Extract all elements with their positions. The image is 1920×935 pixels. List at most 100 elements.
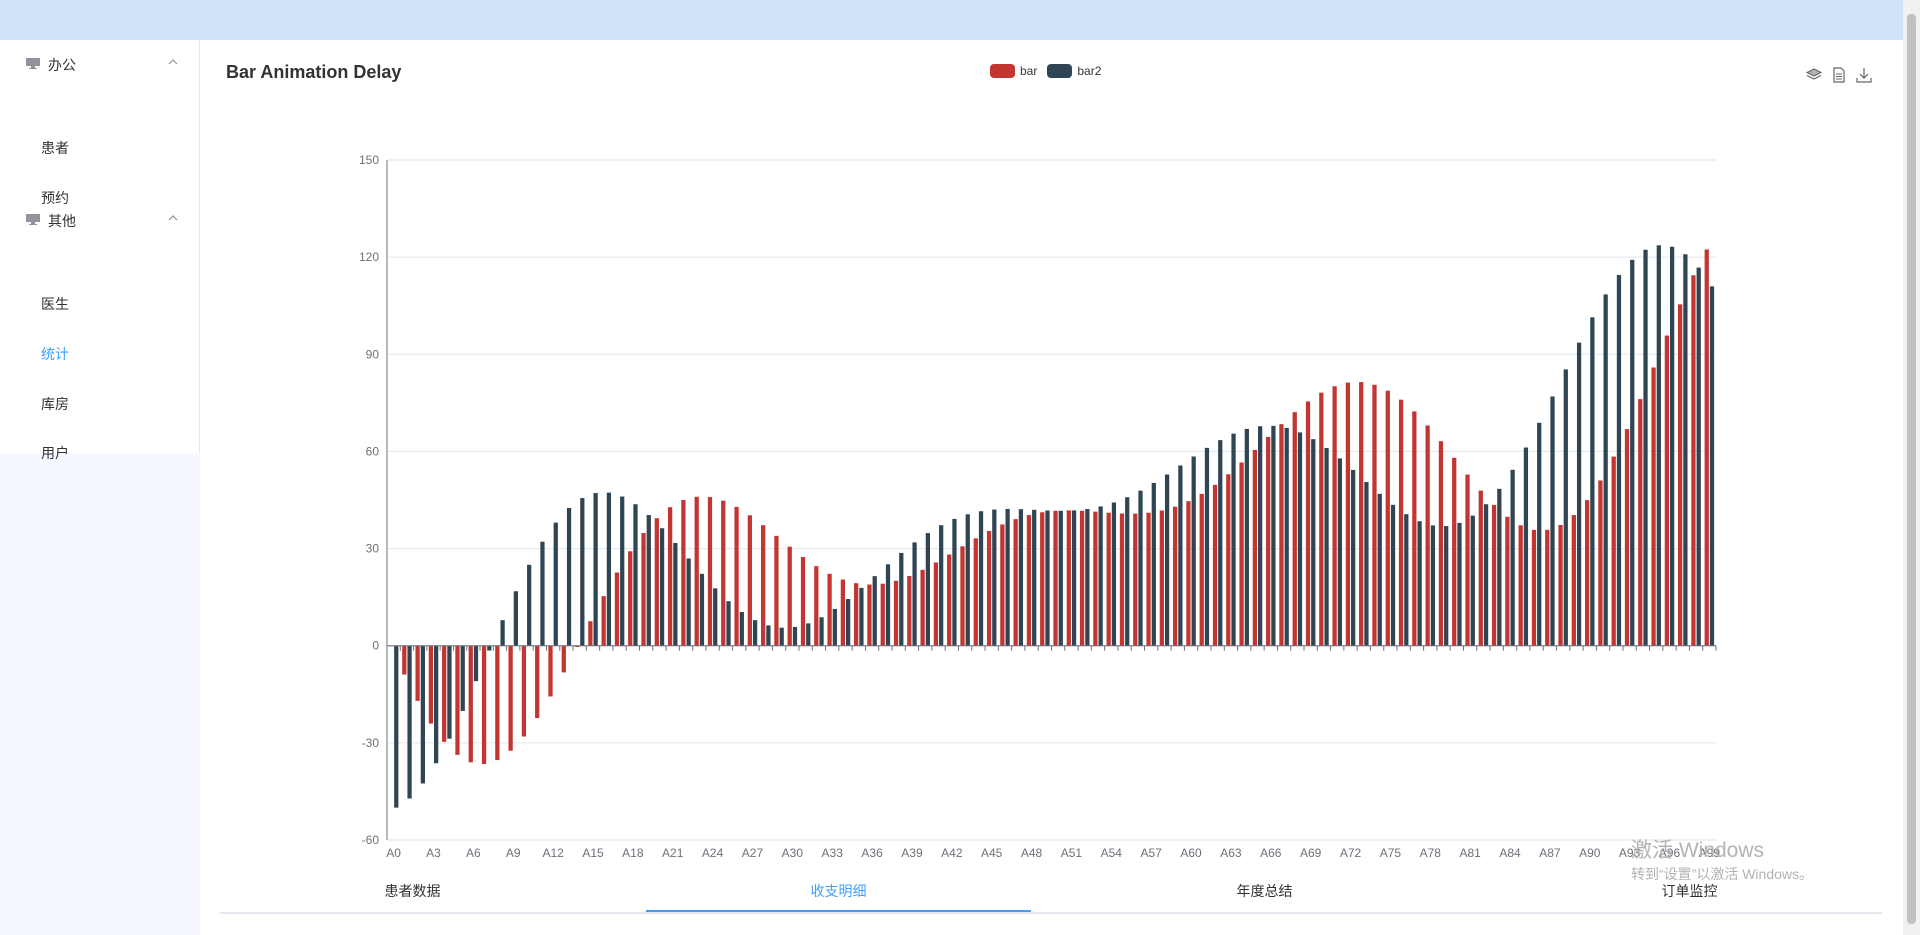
chevron-up-icon xyxy=(168,59,178,65)
bar-series-bar-mark xyxy=(654,518,659,646)
bar-series-bar-mark xyxy=(840,579,846,646)
chart-title: Bar Animation Delay xyxy=(226,62,402,82)
bar-series-bar-mark xyxy=(734,506,739,646)
bar-series-bar-mark xyxy=(667,507,673,646)
bar-series-bar2-mark xyxy=(1669,246,1675,646)
bar-series-bar2-mark xyxy=(1417,521,1422,646)
bar-series-bar2-mark xyxy=(726,601,731,646)
bar-series-bar2-mark xyxy=(1244,428,1249,646)
tab-annual-summary[interactable]: 年度总结 xyxy=(1236,883,1293,899)
bar-series-bar2-mark xyxy=(1045,510,1050,646)
x-tick-label: A51 xyxy=(1061,846,1083,860)
bar-series-bar2-mark xyxy=(633,504,638,646)
bar-series-bar2-mark xyxy=(1098,506,1103,646)
legend-swatch xyxy=(990,64,1015,78)
data-view-icon[interactable] xyxy=(1831,67,1847,83)
x-tick-label: A15 xyxy=(582,846,604,860)
windows-activation-watermark: 激活 Windows 转到“设置”以激活 Windows。 xyxy=(1631,838,1813,884)
bar-series-bar2-mark xyxy=(1470,515,1475,646)
sidebar-item-users[interactable]: 用户 xyxy=(0,427,199,477)
bar-series-bar2-mark xyxy=(859,587,864,646)
bar-series-bar2-mark xyxy=(1191,456,1196,646)
bar-series-bar2-mark xyxy=(739,611,744,646)
bar-series-bar-mark xyxy=(1106,512,1111,646)
x-tick-label: A60 xyxy=(1180,846,1202,860)
legend-item-bar2[interactable]: bar2 xyxy=(1047,64,1101,78)
bar-series-bar2-mark xyxy=(1231,433,1236,646)
sidebar-item-patients[interactable]: 患者 xyxy=(0,122,199,172)
page-scrollbar[interactable] xyxy=(1903,0,1920,935)
bar-series-bar2-mark xyxy=(872,576,877,646)
save-image-icon[interactable] xyxy=(1856,67,1872,83)
bar-series-bar2-mark xyxy=(846,599,851,646)
bar-series-bar2-mark xyxy=(1351,469,1356,646)
scrollbar-thumb[interactable] xyxy=(1907,14,1916,924)
bar-series-bar-mark xyxy=(1678,304,1683,646)
bar-series-bar2-mark xyxy=(673,543,678,646)
x-tick-label: A54 xyxy=(1101,846,1123,860)
bar-series-bar-mark xyxy=(1558,525,1563,646)
bar-series-bar2-mark xyxy=(1404,514,1409,646)
bar-series-bar-mark xyxy=(1133,513,1138,646)
x-tick-label: A21 xyxy=(662,846,684,860)
bar-series-bar-mark xyxy=(694,496,699,646)
y-tick-label: 30 xyxy=(366,542,380,556)
bar-series-bar2-mark xyxy=(620,496,625,646)
bar-series-bar2-mark xyxy=(1523,447,1529,646)
bar-series-bar-mark xyxy=(1518,525,1523,646)
x-tick-label: A33 xyxy=(822,846,844,860)
x-tick-label: A39 xyxy=(901,846,923,860)
bar-series-bar-mark xyxy=(561,645,566,673)
bar-series-bar2-mark xyxy=(1337,458,1342,646)
sidebar-item-doctors[interactable]: 医生 xyxy=(0,278,199,328)
bar-series-bar-mark xyxy=(1651,367,1656,646)
bar-series-bar2-mark xyxy=(952,518,957,646)
bar-series-bar-mark xyxy=(548,645,553,697)
sidebar-item-statistics[interactable]: 统计 xyxy=(0,328,199,378)
bar-series-bar-mark xyxy=(1704,249,1709,646)
bar-series-bar2-mark xyxy=(1590,317,1595,646)
menu-group-office[interactable]: 办公 xyxy=(0,40,199,90)
sidebar-item-appointments[interactable]: 预约 xyxy=(0,172,199,222)
tab-patient-data[interactable]: 患者数据 xyxy=(384,883,441,899)
bar-series-bar2-mark xyxy=(1643,249,1648,646)
bar-series-bar2-mark xyxy=(899,552,904,646)
bar-series-bar2-mark xyxy=(1510,469,1515,646)
x-tick-label: A90 xyxy=(1579,846,1601,860)
bar-series-bar-mark xyxy=(1505,516,1510,646)
magic-type-icon[interactable] xyxy=(1806,67,1822,83)
bar-series-bar-mark xyxy=(947,554,952,646)
bar-series-bar-mark xyxy=(415,645,420,701)
bar-series-bar-mark xyxy=(455,645,460,755)
tab-income-expense[interactable]: 收支明细 xyxy=(810,883,867,899)
bar-series-bar-mark xyxy=(1345,382,1351,646)
bar-series-bar-mark xyxy=(1212,484,1218,646)
sidebar-item-warehouse[interactable]: 库房 xyxy=(0,378,199,428)
bar-series-bar2-mark xyxy=(420,645,425,784)
bar-series-bar2-mark xyxy=(1284,427,1289,646)
bar-series-bar-mark xyxy=(681,500,686,646)
tab-order-monitor[interactable]: 订单监控 xyxy=(1661,883,1718,899)
x-tick-label: A12 xyxy=(542,846,564,860)
bar-series-bar2-mark xyxy=(1164,474,1170,646)
bar-series-bar-mark xyxy=(1478,490,1483,646)
sidebar-item-label: 医生 xyxy=(41,296,69,312)
x-tick-label: A30 xyxy=(782,846,804,860)
bar-series-bar-mark xyxy=(442,645,447,742)
bar-series-bar2-mark xyxy=(1630,259,1635,646)
legend-item-bar[interactable]: bar xyxy=(990,64,1037,78)
bar-series-bar2-mark xyxy=(593,493,598,646)
bar-series-bar2-mark xyxy=(1125,497,1130,646)
x-tick-label: A99 xyxy=(1699,846,1721,860)
bar-series-bar-mark xyxy=(628,551,633,646)
bar-series-bar-mark xyxy=(1252,449,1257,646)
bar-series-bar-mark xyxy=(641,533,646,646)
bar-series-bar-mark xyxy=(1624,429,1630,646)
menu-group-other[interactable]: 其他 xyxy=(0,196,199,246)
bar-series-bar2-mark xyxy=(1324,447,1329,646)
bar-series-bar-mark xyxy=(1239,462,1244,646)
bar-series-bar2-mark xyxy=(1005,508,1010,646)
legend-label: bar xyxy=(1020,64,1038,78)
bar-series-bar2-mark xyxy=(1364,481,1369,646)
y-tick-label: 150 xyxy=(359,153,379,167)
